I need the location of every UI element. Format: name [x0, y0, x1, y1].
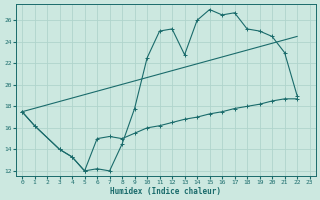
- X-axis label: Humidex (Indice chaleur): Humidex (Indice chaleur): [110, 187, 221, 196]
